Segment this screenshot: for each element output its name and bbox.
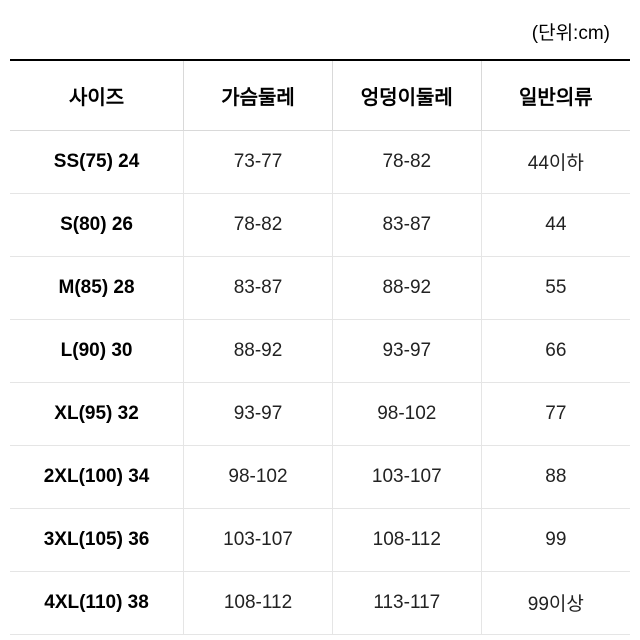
- cell-value: 103-107: [332, 445, 481, 508]
- cell-value: 93-97: [332, 319, 481, 382]
- cell-value: 108-112: [332, 508, 481, 571]
- cell-size: 2XL(100) 34: [10, 445, 184, 508]
- col-general: 일반의류: [481, 60, 630, 130]
- col-size: 사이즈: [10, 60, 184, 130]
- cell-size: XL(95) 32: [10, 382, 184, 445]
- size-table: 사이즈 가슴둘레 엉덩이둘레 일반의류 SS(75) 2473-7778-824…: [10, 59, 630, 635]
- cell-value: 99이상: [481, 571, 630, 634]
- table-row: L(90) 3088-9293-9766: [10, 319, 630, 382]
- table-row: SS(75) 2473-7778-8244이하: [10, 130, 630, 193]
- table-body: SS(75) 2473-7778-8244이하S(80) 2678-8283-8…: [10, 130, 630, 634]
- table-row: 2XL(100) 3498-102103-10788: [10, 445, 630, 508]
- cell-value: 98-102: [332, 382, 481, 445]
- table-row: S(80) 2678-8283-8744: [10, 193, 630, 256]
- col-chest: 가슴둘레: [184, 60, 333, 130]
- table-header-row: 사이즈 가슴둘레 엉덩이둘레 일반의류: [10, 60, 630, 130]
- cell-value: 83-87: [184, 256, 333, 319]
- cell-size: S(80) 26: [10, 193, 184, 256]
- cell-size: SS(75) 24: [10, 130, 184, 193]
- cell-value: 108-112: [184, 571, 333, 634]
- cell-size: M(85) 28: [10, 256, 184, 319]
- cell-value: 83-87: [332, 193, 481, 256]
- cell-value: 99: [481, 508, 630, 571]
- cell-value: 73-77: [184, 130, 333, 193]
- cell-size: L(90) 30: [10, 319, 184, 382]
- cell-value: 93-97: [184, 382, 333, 445]
- cell-value: 78-82: [332, 130, 481, 193]
- cell-value: 98-102: [184, 445, 333, 508]
- cell-value: 77: [481, 382, 630, 445]
- cell-value: 66: [481, 319, 630, 382]
- unit-label: (단위:cm): [10, 18, 630, 59]
- table-row: 3XL(105) 36103-107108-11299: [10, 508, 630, 571]
- table-row: M(85) 2883-8788-9255: [10, 256, 630, 319]
- cell-value: 88-92: [332, 256, 481, 319]
- cell-value: 88-92: [184, 319, 333, 382]
- cell-value: 103-107: [184, 508, 333, 571]
- cell-size: 4XL(110) 38: [10, 571, 184, 634]
- table-row: XL(95) 3293-9798-10277: [10, 382, 630, 445]
- cell-value: 113-117: [332, 571, 481, 634]
- cell-value: 55: [481, 256, 630, 319]
- cell-value: 88: [481, 445, 630, 508]
- cell-value: 44: [481, 193, 630, 256]
- cell-value: 78-82: [184, 193, 333, 256]
- col-hip: 엉덩이둘레: [332, 60, 481, 130]
- cell-size: 3XL(105) 36: [10, 508, 184, 571]
- cell-value: 44이하: [481, 130, 630, 193]
- table-row: 4XL(110) 38108-112113-11799이상: [10, 571, 630, 634]
